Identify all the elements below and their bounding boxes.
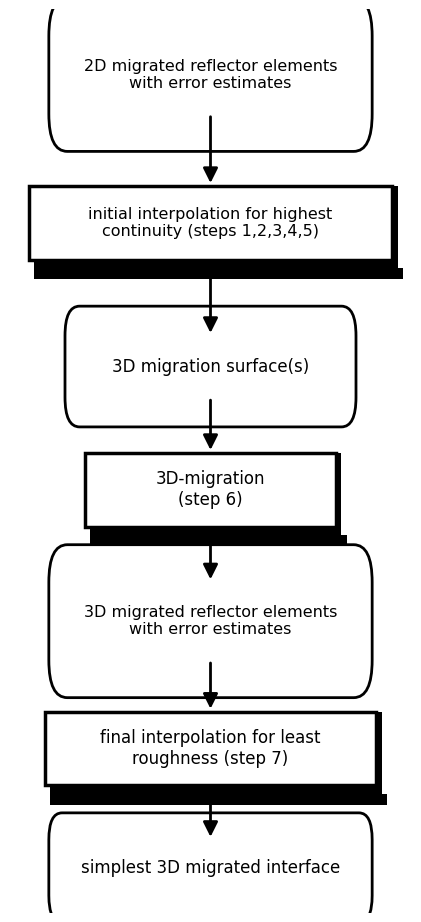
Text: simplest 3D migrated interface: simplest 3D migrated interface [81,858,340,877]
Bar [29,186,392,260]
Bar [34,268,403,279]
Bar [91,535,347,547]
Text: 3D migration surface(s): 3D migration surface(s) [112,358,309,375]
Bar [85,453,336,526]
Bar [50,794,387,805]
Bar [91,461,341,535]
Text: 2D migrated reflector elements
with error estimates: 2D migrated reflector elements with erro… [84,59,337,91]
FancyBboxPatch shape [49,813,372,922]
Bar [34,194,397,268]
Text: 3D migrated reflector elements
with error estimates: 3D migrated reflector elements with erro… [84,605,337,637]
Bar [376,712,382,794]
Bar [45,712,376,786]
Bar [336,453,341,535]
Bar [50,720,381,794]
FancyBboxPatch shape [49,0,372,151]
Text: final interpolation for least
roughness (step 7): final interpolation for least roughness … [100,729,321,768]
Text: initial interpolation for highest
continuity (steps 1,2,3,4,5): initial interpolation for highest contin… [88,207,333,239]
Bar [392,186,398,268]
FancyBboxPatch shape [49,545,372,698]
FancyBboxPatch shape [65,306,356,427]
Text: 3D-migration
(step 6): 3D-migration (step 6) [156,470,265,509]
